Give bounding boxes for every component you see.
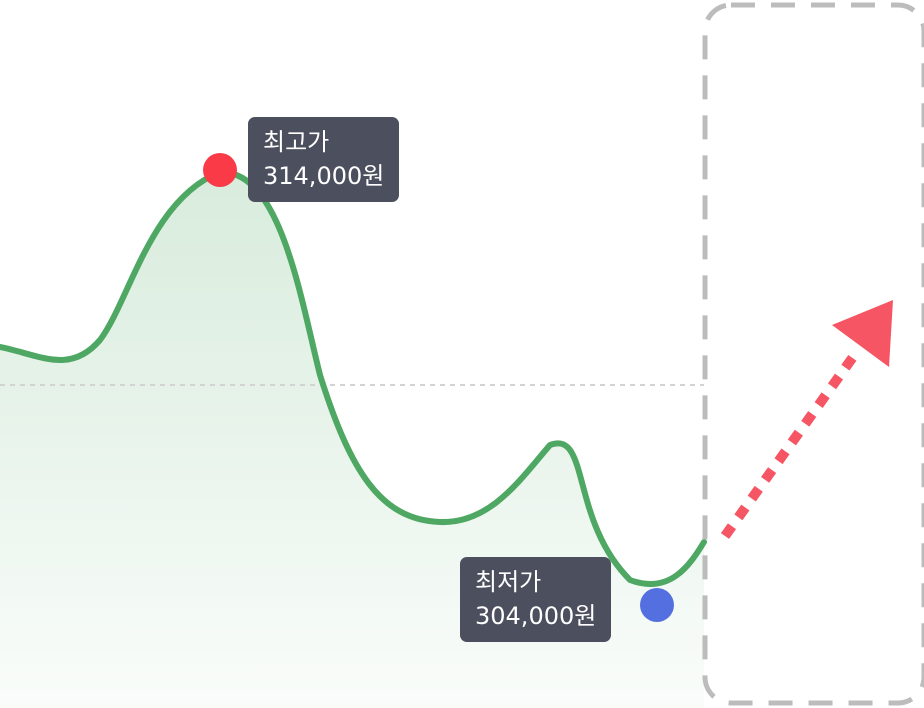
low-price-title: 최저가 — [475, 568, 542, 596]
price-line — [0, 168, 707, 588]
low-price-label: 최저가 304,000원 — [460, 557, 612, 642]
low-price-marker — [640, 588, 674, 622]
high-price-marker — [203, 153, 237, 187]
high-price-label: 최고가 314,000원 — [248, 117, 400, 202]
low-price-value: 304,000원 — [475, 602, 597, 630]
high-price-value: 314,000원 — [263, 162, 385, 190]
high-price-title: 최고가 — [263, 128, 330, 156]
forecast-arrow-head — [832, 300, 893, 367]
forecast-box — [702, 2, 924, 706]
forecast-arrow-shaft — [720, 347, 863, 539]
